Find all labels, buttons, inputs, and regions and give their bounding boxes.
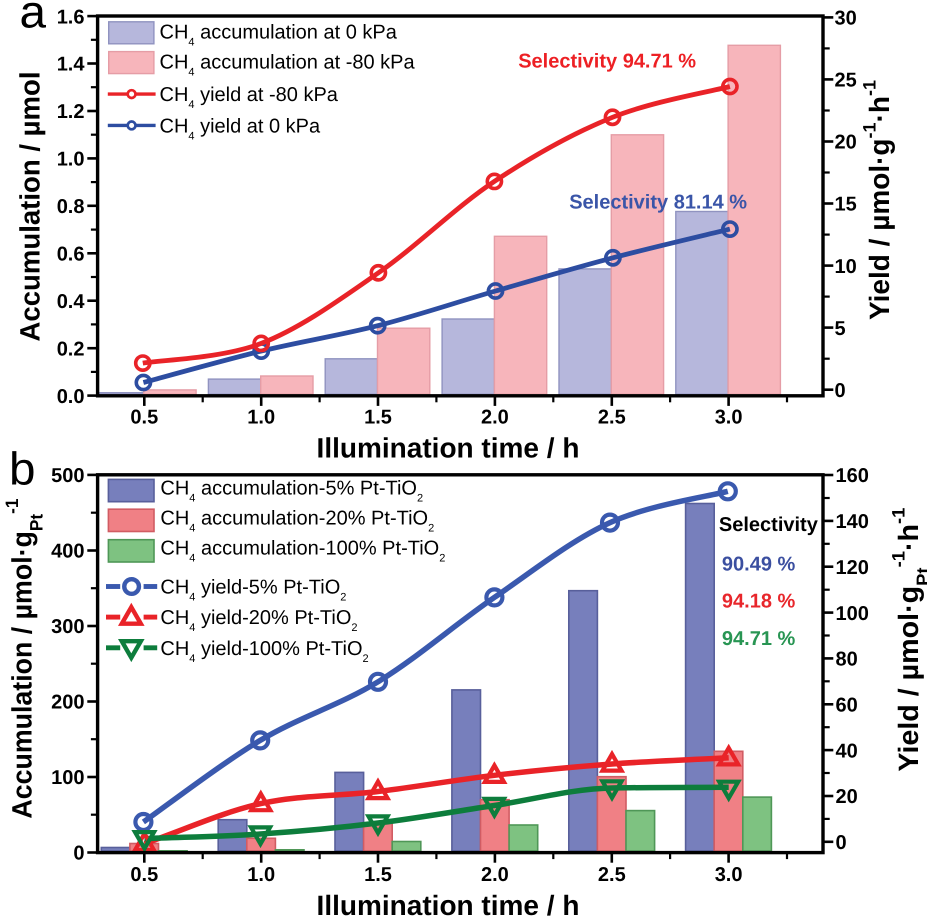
svg-text:94.18 %: 94.18 % [722,591,796,613]
svg-text:2.0: 2.0 [481,864,509,886]
svg-text:20: 20 [836,786,858,808]
svg-text:500: 500 [51,465,84,487]
svg-text:1.4: 1.4 [57,54,86,76]
svg-text:1.2: 1.2 [57,101,85,123]
svg-text:2.5: 2.5 [598,406,626,428]
svg-text:b: b [9,443,36,495]
svg-text:1.6: 1.6 [57,6,85,28]
svg-text:3.0: 3.0 [715,864,743,886]
svg-text:a: a [20,0,47,38]
svg-text:120: 120 [836,557,869,579]
svg-text:94.71 %: 94.71 % [722,628,796,650]
svg-text:1.0: 1.0 [247,864,275,886]
svg-text:1.0: 1.0 [247,406,275,428]
svg-text:Selectivity 94.71 %: Selectivity 94.71 % [518,51,696,73]
svg-text:300: 300 [51,616,84,638]
svg-text:2.0: 2.0 [481,406,509,428]
svg-text:0.6: 0.6 [57,244,85,266]
svg-text:0: 0 [835,380,846,402]
svg-text:30: 30 [835,8,857,30]
svg-text:40: 40 [836,740,858,762]
svg-text:Illumination time / h: Illumination time / h [317,890,580,919]
svg-text:90.49 %: 90.49 % [722,554,796,576]
svg-text:20: 20 [835,132,857,154]
svg-text:0: 0 [73,843,84,865]
svg-text:0.5: 0.5 [130,864,158,886]
svg-text:1.0: 1.0 [57,149,85,171]
svg-text:Selectivity 81.14 %: Selectivity 81.14 % [569,192,747,214]
svg-text:10: 10 [835,256,857,278]
svg-text:0.0: 0.0 [57,386,85,408]
svg-text:100: 100 [51,767,84,789]
svg-text:Yield / µmol·g-1​·h-1​: Yield / µmol·g-1​·h-1​ [860,80,896,320]
svg-text:160: 160 [836,465,869,487]
svg-text:Selectivity: Selectivity [719,514,819,536]
svg-text:0.5: 0.5 [130,406,158,428]
svg-text:25: 25 [835,70,857,92]
svg-text:1.5: 1.5 [364,406,392,428]
svg-text:0.2: 0.2 [57,338,85,360]
svg-text:Illumination time / h: Illumination time / h [317,433,580,464]
svg-text:0: 0 [836,832,847,854]
svg-text:60: 60 [836,695,858,717]
svg-text:200: 200 [51,692,84,714]
svg-text:3.0: 3.0 [715,406,743,428]
svg-text:Yield / µmol·gPt​-1​·h-1​: Yield / µmol·gPt​-1​·h-1​ [889,508,927,772]
svg-text:100: 100 [836,603,869,625]
svg-text:80: 80 [836,649,858,671]
svg-text:140: 140 [836,511,869,533]
svg-text:400: 400 [51,541,84,563]
svg-text:Accumulation / µmol: Accumulation / µmol [15,72,46,342]
svg-text:2.5: 2.5 [598,864,626,886]
svg-text:5: 5 [835,318,846,340]
svg-text:0.4: 0.4 [57,291,86,313]
svg-text:15: 15 [835,194,857,216]
svg-text:1.5: 1.5 [364,864,392,886]
svg-text:0.8: 0.8 [57,196,85,218]
